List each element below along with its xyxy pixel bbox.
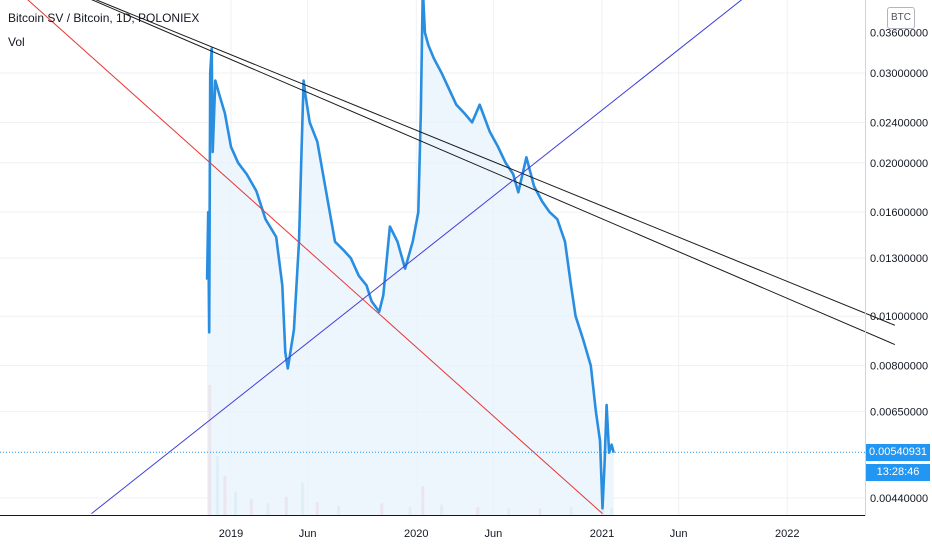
trendline-red[interactable] xyxy=(15,0,603,515)
trendline-blue[interactable] xyxy=(91,0,756,515)
y-tick-label: 0.01600000 xyxy=(870,207,928,219)
price-line xyxy=(205,0,615,510)
y-tick-label: 0.02400000 xyxy=(870,117,928,129)
x-tick-label: 2020 xyxy=(404,528,428,540)
y-tick-label: 0.00800000 xyxy=(870,361,928,373)
y-axis-border xyxy=(865,0,866,516)
x-tick-label: 2022 xyxy=(775,528,799,540)
x-axis-border xyxy=(0,515,865,516)
trendline-black[interactable] xyxy=(15,0,896,326)
y-tick-label: 0.00650000 xyxy=(870,407,928,419)
bar-countdown-label: 13:28:46 xyxy=(866,464,930,481)
y-tick-label: 0.01300000 xyxy=(870,253,928,265)
chart-title: Bitcoin SV / Bitcoin, 1D, POLONIEX xyxy=(8,11,200,25)
y-tick-label: 0.01000000 xyxy=(870,311,928,323)
y-axis[interactable]: 0.03000000 0.02400000 0.02000000 0.01600000… xyxy=(870,28,928,505)
trendlines[interactable] xyxy=(15,0,896,515)
y-tick-label: 0.02000000 xyxy=(870,158,928,170)
x-tick-label: 2019 xyxy=(219,528,243,540)
y-tick-label: 0.00440000 xyxy=(870,493,928,505)
x-tick-label: Jun xyxy=(670,528,688,540)
y-tick-label: 0.03600000 xyxy=(870,28,928,40)
currency-badge[interactable]: BTC xyxy=(887,7,915,29)
price-area xyxy=(207,0,614,515)
last-price-label: 0.00540931 xyxy=(866,444,930,461)
trendline-black[interactable] xyxy=(15,0,896,345)
x-tick-label: 2021 xyxy=(590,528,614,540)
x-tick-label: Jun xyxy=(485,528,503,540)
x-axis[interactable]: 2019 Jun 2020 Jun 2021 Jun 2022 xyxy=(219,528,800,540)
volume-label: Vol xyxy=(8,35,25,49)
y-tick-label: 0.03000000 xyxy=(870,68,928,80)
x-tick-label: Jun xyxy=(299,528,317,540)
